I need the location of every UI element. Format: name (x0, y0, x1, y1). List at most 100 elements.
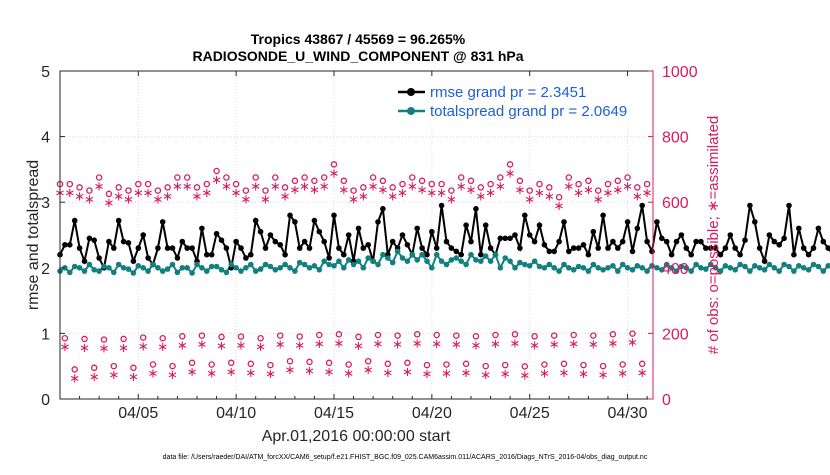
obs-assimilated-marker-92: ∗ (505, 165, 516, 180)
series-point-totalspread-61 (355, 258, 362, 265)
obs-possible-marker-22 (164, 184, 171, 191)
series-point-totalspread-48 (292, 268, 298, 274)
obs-possible-marker-70 (399, 180, 406, 188)
obs-possible-marker-72 (409, 174, 416, 181)
obs-assimilated-marker-15: ∗ (128, 369, 139, 384)
series-point-totalspread-75 (424, 258, 430, 265)
legend-rmse-label: rmse grand pr = 2.3451 (430, 84, 586, 101)
y-axis-label: rmse and totalspread (25, 160, 42, 310)
series-point-rmse-41 (257, 228, 264, 235)
series-point-totalspread-83 (463, 261, 469, 268)
obs-count-markers: ∗∗∗∗∗∗∗∗∗∗∗∗∗∗∗∗∗∗∗∗∗∗∗∗∗∗∗∗∗∗∗∗∗∗∗∗∗∗∗∗… (55, 161, 653, 385)
series-point-rmse-56 (331, 212, 337, 219)
obs-possible-marker-106 (575, 180, 582, 188)
series-point-totalspread-63 (365, 255, 372, 261)
obs-possible-marker-8 (95, 174, 103, 181)
obs-possible-marker-6 (86, 187, 93, 194)
obs-assimilated-marker-64: ∗ (368, 179, 379, 194)
obs-possible-marker-29 (198, 332, 206, 339)
series-point-totalspread-34 (223, 269, 230, 276)
series-point-totalspread-132 (703, 266, 709, 272)
obs-assimilated-marker-22: ∗ (162, 188, 173, 203)
obs-possible-marker-50 (301, 174, 308, 181)
obs-possible-marker-54 (320, 174, 328, 181)
series-point-rmse-88 (487, 245, 494, 251)
obs-possible-marker-60 (350, 187, 357, 194)
series-point-rmse-116 (624, 219, 631, 225)
obs-possible-marker-84 (467, 177, 475, 185)
x-axis-label: Apr.01,2016 00:00:00 start (262, 428, 451, 445)
series-point-totalspread-28 (194, 261, 200, 268)
obs-possible-marker-21 (159, 334, 166, 342)
obs-possible-marker-86 (477, 184, 485, 191)
series-point-rmse-125 (668, 251, 675, 258)
series-point-totalspread-108 (585, 268, 592, 274)
obs-possible-marker-13 (120, 335, 127, 343)
series-point-totalspread-87 (482, 253, 489, 259)
series-point-totalspread-10 (106, 265, 112, 271)
obs-assimilated-marker-102: ∗ (554, 198, 565, 213)
series-point-totalspread-47 (287, 265, 293, 271)
obs-possible-marker-7 (90, 364, 98, 372)
series-point-rmse-59 (345, 232, 352, 238)
series-point-rmse-48 (292, 219, 298, 225)
series-point-rmse-15 (130, 258, 137, 265)
obs-assimilated-marker-72: ∗ (407, 179, 418, 194)
obs-assimilated-marker-50: ∗ (299, 179, 310, 194)
obs-assimilated-marker-108: ∗ (583, 182, 594, 197)
obs-assimilated-marker-88: ∗ (485, 185, 496, 200)
series-point-totalspread-9 (101, 263, 107, 270)
series-point-totalspread-13 (120, 265, 127, 271)
obs-assimilated-marker-70: ∗ (397, 185, 408, 200)
y-axis-ticks: 0 1 2 3 4 5 (41, 64, 65, 409)
series-point-rmse-124 (663, 238, 670, 245)
series-point-rmse-85 (473, 206, 479, 212)
series-point-rmse-57 (336, 245, 342, 251)
obs-possible-marker-87 (482, 362, 489, 370)
series-point-rmse-20 (155, 245, 161, 251)
series-point-totalspread-103 (561, 261, 567, 268)
series-point-rmse-38 (243, 255, 249, 261)
series-point-totalspread-154 (810, 261, 817, 268)
series-point-totalspread-156 (820, 268, 827, 274)
obs-possible-marker-24 (174, 174, 181, 181)
series-point-rmse-119 (639, 202, 645, 209)
series-point-rmse-17 (140, 232, 146, 238)
obs-assimilated-marker-67: ∗ (382, 365, 393, 380)
series-point-rmse-37 (238, 245, 244, 251)
obs-possible-marker-69 (394, 332, 401, 339)
series-point-totalspread-124 (663, 261, 670, 268)
obs-possible-marker-47 (286, 357, 294, 365)
series-point-rmse-75 (424, 251, 430, 258)
obs-assimilated-marker-79: ∗ (441, 366, 452, 381)
series-point-totalspread-3 (71, 263, 78, 270)
series-point-totalspread-40 (252, 268, 259, 274)
series-point-rmse-68 (389, 238, 396, 245)
series-point-totalspread-146 (771, 265, 778, 271)
obs-possible-marker-18 (144, 180, 152, 188)
series-point-rmse-135 (717, 251, 724, 258)
series-point-rmse-127 (678, 232, 685, 238)
obs-assimilated-marker-81: ∗ (451, 337, 462, 352)
series-point-rmse-140 (742, 237, 748, 243)
series-point-totalspread-33 (218, 267, 225, 273)
obs-possible-marker-65 (374, 331, 382, 339)
series-point-totalspread-65 (375, 261, 381, 268)
series-point-rmse-141 (747, 202, 753, 209)
obs-assimilated-marker-118: ∗ (632, 188, 643, 203)
obs-assimilated-marker-65: ∗ (373, 336, 384, 351)
obs-possible-marker-104 (565, 174, 573, 181)
series-point-rmse-32 (213, 230, 220, 237)
obs-assimilated-marker-28: ∗ (192, 188, 203, 203)
series-point-totalspread-57 (336, 258, 342, 265)
obs-assimilated-marker-77: ∗ (431, 336, 442, 351)
series-point-totalspread-144 (761, 267, 768, 273)
series-point-rmse-122 (654, 219, 660, 225)
series-point-rmse-4 (76, 245, 83, 251)
series-point-totalspread-36 (233, 265, 239, 271)
obs-possible-marker-120 (643, 180, 651, 188)
series-point-rmse-49 (296, 245, 303, 251)
obs-assimilated-marker-16: ∗ (133, 185, 144, 200)
series-point-rmse-43 (267, 232, 274, 238)
series-point-totalspread-107 (580, 265, 587, 271)
